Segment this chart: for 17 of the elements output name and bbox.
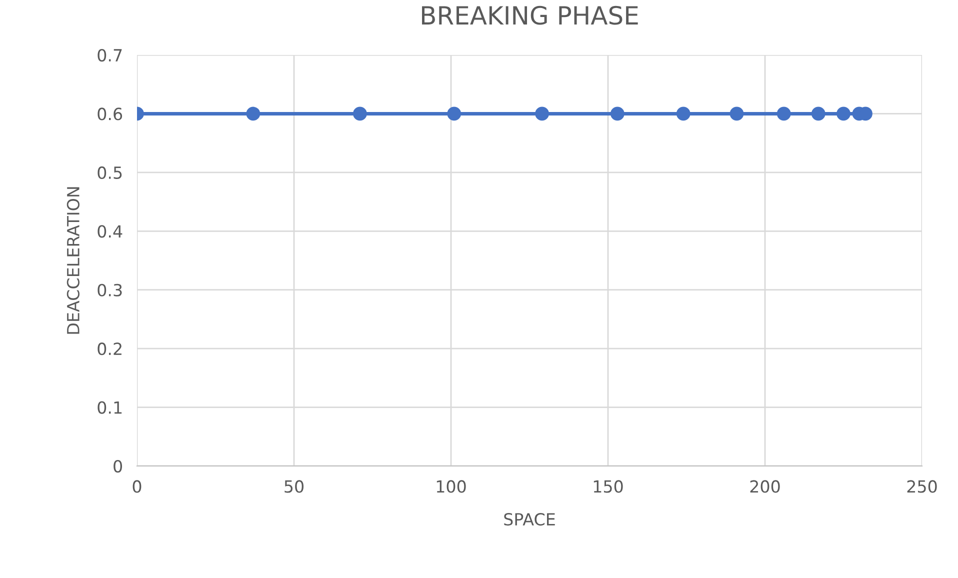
y-tick-label: 0.6 <box>98 108 122 120</box>
y-tick-label: 0.3 <box>98 284 122 296</box>
y-tick-label: 0.7 <box>98 48 122 62</box>
x-tick-label: 250 <box>907 480 937 493</box>
x-tick-label: 0 <box>132 480 142 493</box>
chart-title: BREAKING PHASE <box>422 6 638 25</box>
x-tick-label: 200 <box>750 480 780 493</box>
x-axis-title: SPACE <box>504 512 555 526</box>
y-tick-label: 0.1 <box>98 401 122 414</box>
y-tick-label: 0.5 <box>98 166 122 179</box>
y-axis-title: DEACCELERATION <box>66 187 80 334</box>
x-tick-label: 50 <box>284 480 304 493</box>
x-tick-label: 100 <box>436 480 466 493</box>
y-tick-label: 0 <box>114 460 122 473</box>
y-tick-label: 0.4 <box>98 225 122 238</box>
y-tick-label: 0.2 <box>98 342 122 356</box>
x-tick-label: 150 <box>594 480 623 493</box>
